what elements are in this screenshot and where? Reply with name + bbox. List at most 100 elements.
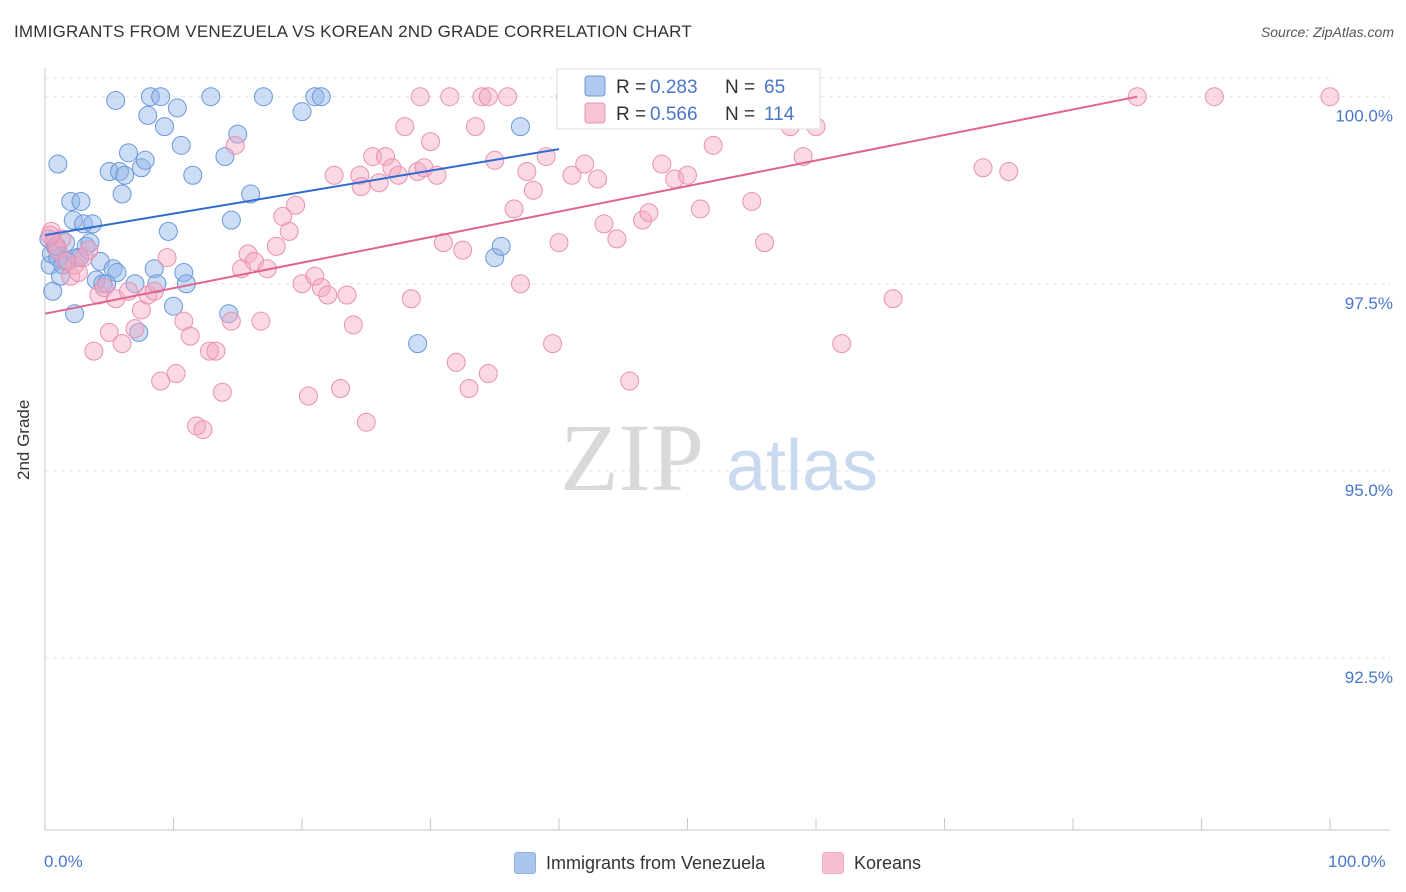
venezuela-point (253, 87, 273, 107)
x-axis-max-label: 100.0% (1328, 852, 1386, 871)
venezuela-point (167, 98, 187, 118)
venezuela-point (491, 236, 511, 256)
stats-n-value: 65 (764, 77, 785, 98)
venezuela-point (151, 87, 171, 107)
koreans-point (157, 248, 177, 268)
koreans-point (286, 195, 306, 215)
venezuela-point (135, 150, 155, 170)
venezuela-point (48, 154, 68, 174)
venezuela-point (125, 274, 145, 294)
bottom-legend: Immigrants from Venezuela Koreans (0, 850, 1406, 880)
legend-item-koreans[interactable]: Koreans (822, 852, 921, 874)
koreans-point (369, 173, 389, 193)
axes (44, 68, 1390, 831)
koreans-point (68, 263, 88, 283)
venezuela-point (174, 263, 194, 283)
koreans-point (187, 416, 207, 436)
koreans-point (206, 341, 226, 361)
koreans-point (279, 221, 299, 241)
koreans-point (193, 420, 213, 440)
koreans-trend-line (44, 95, 1138, 315)
koreans-point (79, 240, 99, 260)
legend-swatch-pink (822, 852, 844, 874)
koreans-point (498, 87, 518, 107)
koreans-point (166, 364, 186, 384)
venezuela-point (158, 221, 178, 241)
koreans-point (549, 233, 569, 253)
koreans-point (465, 117, 485, 137)
legend-item-venezuela[interactable]: Immigrants from Venezuela (514, 852, 765, 874)
venezuela-point (228, 124, 248, 144)
koreans-point (543, 334, 563, 354)
koreans-point (212, 382, 232, 402)
koreans-point (453, 240, 473, 260)
koreans-point (472, 87, 492, 107)
venezuela-point (61, 191, 81, 211)
legend-swatch-blue (514, 852, 536, 874)
chart-title: IMMIGRANTS FROM VENEZUELA VS KOREAN 2ND … (14, 22, 692, 41)
koreans-point (199, 341, 219, 361)
venezuela-point (50, 266, 70, 286)
venezuela-point (183, 165, 203, 185)
venezuela-point (63, 210, 83, 230)
venezuela-point (99, 162, 119, 182)
venezuela-point (76, 236, 96, 256)
venezuela-trend-line (44, 148, 560, 237)
stats-swatch-blue (584, 75, 606, 97)
legend-label-koreans: Koreans (854, 852, 922, 873)
venezuela-point (485, 248, 505, 268)
koreans-point (221, 311, 241, 331)
koreans-point (84, 341, 104, 361)
venezuela-point (144, 259, 164, 279)
legend-label-venezuela: Immigrants from Venezuela (546, 852, 766, 873)
koreans-point (52, 229, 72, 249)
koreans-point (94, 278, 114, 298)
koreans-point (883, 289, 903, 309)
y-tick-label: 95.0% (1345, 481, 1393, 500)
koreans-point (440, 87, 460, 107)
koreans-point (832, 334, 852, 354)
y-tick-label: 100.0% (1335, 107, 1393, 126)
koreans-point (446, 352, 466, 372)
stats-r-label: R = (616, 77, 646, 98)
koreans-point (112, 334, 132, 354)
data-points (39, 87, 1340, 440)
koreans-point (421, 132, 440, 152)
venezuela-point (71, 191, 91, 211)
venezuela-point (171, 135, 191, 155)
koreans-point (478, 364, 498, 384)
venezuela-point (138, 105, 158, 125)
watermark-atlas: atlas (726, 426, 878, 506)
stats-r-value: 0.566 (650, 104, 698, 125)
koreans-point (225, 135, 245, 155)
koreans-point (356, 412, 376, 432)
koreans-point (238, 244, 258, 264)
koreans-point (517, 162, 537, 182)
koreans-point (298, 386, 318, 406)
koreans-point (318, 285, 338, 305)
koreans-point (266, 236, 286, 256)
venezuela-point (155, 117, 175, 137)
stats-r-label: R = (616, 104, 646, 125)
koreans-point (331, 379, 351, 399)
koreans-point (575, 154, 595, 174)
venezuela-point (129, 322, 149, 342)
x-axis-min-label: 0.0% (44, 852, 83, 871)
watermark-zip: ZIP (560, 404, 704, 511)
venezuela-point (305, 87, 325, 107)
venezuela-point (219, 304, 239, 324)
koreans-point (180, 326, 200, 346)
koreans-point (510, 274, 530, 294)
y-tick-label: 97.5% (1345, 294, 1393, 313)
stats-n-value: 114 (764, 104, 795, 125)
koreans-point (703, 135, 723, 155)
koreans-point (607, 229, 627, 249)
venezuela-point (140, 87, 160, 107)
koreans-point (251, 311, 271, 331)
venezuela-point (241, 184, 261, 204)
stats-legend: R = 0.283 N = 65 R = 0.566 N = 114 (556, 68, 821, 130)
venezuela-point (115, 165, 135, 185)
venezuela-point (311, 87, 331, 107)
venezuela-point (110, 162, 130, 182)
koreans-point (973, 158, 993, 178)
